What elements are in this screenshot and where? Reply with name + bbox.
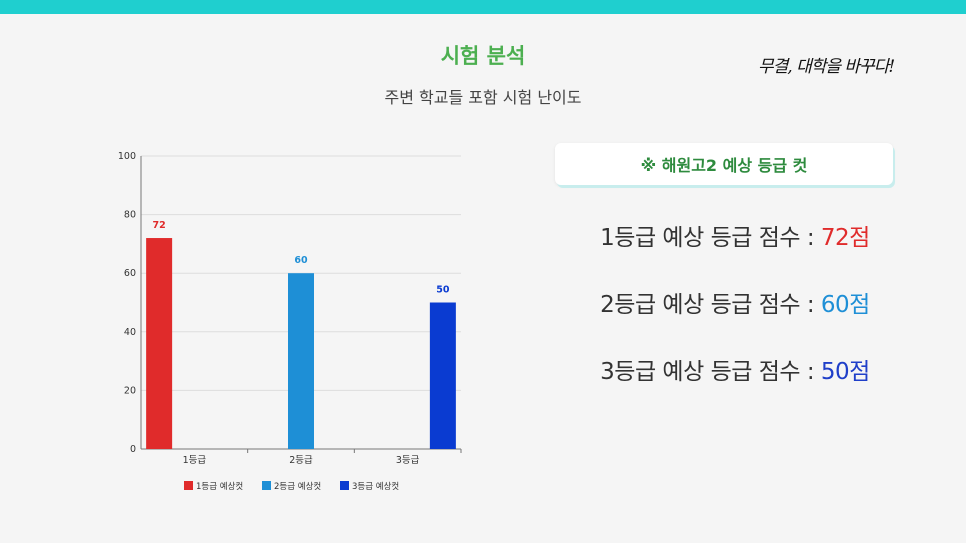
panel-title: ※ 해원고2 예상 등급 컷 xyxy=(555,143,893,185)
y-tick-label: 40 xyxy=(124,327,136,338)
bar xyxy=(146,238,173,449)
legend-swatch xyxy=(184,481,193,490)
score-label: 2등급 예상 등급 점수 : xyxy=(600,292,821,318)
score-value: 72점 xyxy=(820,225,870,251)
x-tick-label: 1등급 xyxy=(183,455,207,466)
legend-label: 2등급 예상컷 xyxy=(274,481,321,492)
bar xyxy=(288,273,314,449)
score-label: 1등급 예상 등급 점수 : xyxy=(600,225,821,251)
score-value: 60점 xyxy=(820,292,870,318)
page-subtitle: 주변 학교들 포함 시험 난이도 xyxy=(384,88,582,107)
top-accent-bar xyxy=(0,0,966,14)
brand-slogan: 무결, 대학을 바꾸다! xyxy=(758,57,895,77)
bar-value-label: 50 xyxy=(436,285,450,296)
y-tick-label: 100 xyxy=(118,151,136,162)
legend-label: 1등급 예상컷 xyxy=(196,481,243,492)
y-tick-label: 20 xyxy=(124,385,136,396)
score-row-3: 3등급 예상 등급 점수 : 50점 xyxy=(555,352,915,386)
score-row-1: 1등급 예상 등급 점수 : 72점 xyxy=(555,218,915,252)
grade-cut-bar-chart: 0 20 40 60 80 100 1등급 72 2등급 60 3등급 50 1등급 예상컷 2등급 예상… xyxy=(118,151,462,492)
bar xyxy=(429,302,456,449)
x-tick-label: 2등급 xyxy=(289,455,313,466)
score-row-2: 2등급 예상 등급 점수 : 60점 xyxy=(555,285,915,319)
score-value: 50점 xyxy=(820,359,870,385)
y-tick-label: 60 xyxy=(124,268,136,279)
legend-swatch xyxy=(340,481,349,490)
legend-label: 3등급 예상컷 xyxy=(352,481,399,492)
y-tick-label: 0 xyxy=(130,444,136,455)
legend-swatch xyxy=(262,481,271,490)
bar-value-label: 72 xyxy=(153,220,166,231)
score-label: 3등급 예상 등급 점수 : xyxy=(600,359,821,385)
x-tick-label: 3등급 xyxy=(396,455,420,466)
bar-value-label: 60 xyxy=(294,255,308,266)
y-tick-label: 80 xyxy=(124,210,136,221)
page-title: 시험 분석 xyxy=(440,44,526,68)
